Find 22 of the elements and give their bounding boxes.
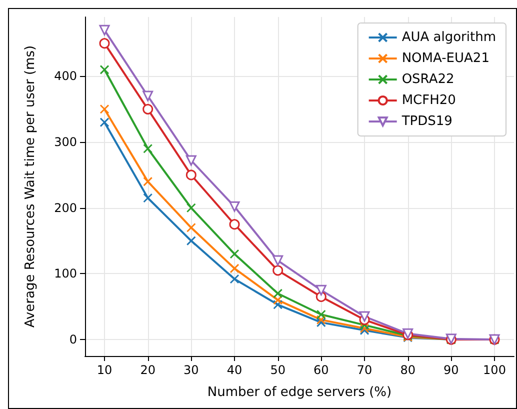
y-axis-title: Average Resources Wait time per user (ms) — [23, 45, 38, 328]
x-tick-label: 50 — [270, 363, 286, 377]
y-tick-label: 200 — [54, 200, 77, 215]
legend-label: TPDS19 — [400, 114, 452, 129]
legend-label: MCFH20 — [402, 93, 456, 108]
x-tick-label: 70 — [356, 363, 372, 377]
x-tick-label: 10 — [96, 363, 112, 377]
legend-label: AUA algorithm — [402, 30, 496, 45]
x-tick-label: 30 — [184, 363, 199, 377]
x-tick-label: 80 — [400, 363, 416, 377]
x-tick-label: 20 — [140, 363, 156, 377]
y-tick-label: 0 — [69, 332, 77, 347]
x-tick-label: 60 — [314, 363, 329, 377]
x-tick-label: 40 — [226, 363, 242, 377]
y-tick-label: 400 — [54, 69, 77, 84]
y-tick-label: 300 — [54, 135, 77, 150]
x-tick-label: 100 — [483, 363, 506, 377]
x-axis-title: Number of edge servers (%) — [207, 385, 392, 400]
y-tick-label: 100 — [54, 266, 77, 281]
x-tick-label: 90 — [444, 363, 459, 377]
legend-label: OSRA22 — [402, 72, 454, 87]
legend-label: NOMA-EUA21 — [402, 51, 490, 66]
